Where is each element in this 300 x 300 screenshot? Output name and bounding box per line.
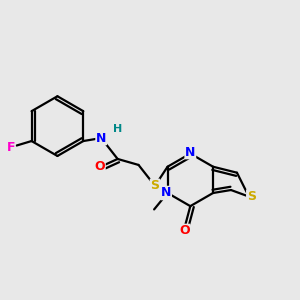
Text: N: N bbox=[96, 132, 106, 145]
Text: N: N bbox=[185, 146, 196, 159]
Text: S: S bbox=[247, 190, 256, 203]
Text: F: F bbox=[6, 140, 15, 154]
Text: O: O bbox=[179, 224, 190, 237]
Text: S: S bbox=[151, 179, 160, 192]
Text: H: H bbox=[113, 124, 122, 134]
Text: O: O bbox=[94, 160, 105, 173]
Text: N: N bbox=[161, 187, 171, 200]
